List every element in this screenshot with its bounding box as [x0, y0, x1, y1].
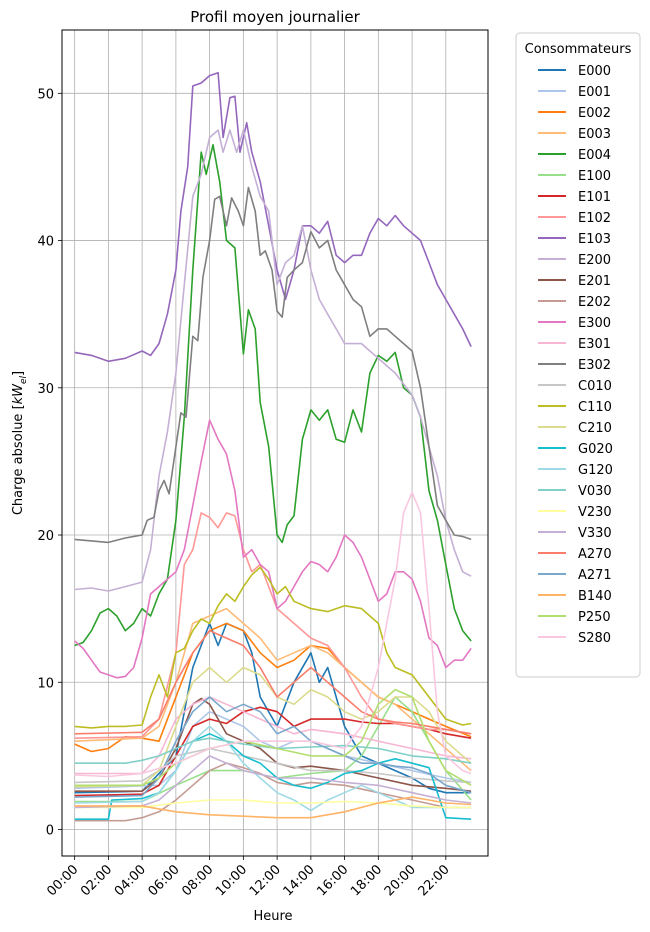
legend-label: S280: [578, 631, 611, 646]
legend-label: V230: [578, 505, 612, 520]
x-axis-title: Heure: [253, 909, 292, 924]
plot-frame: [61, 29, 489, 857]
series-line-e004: [74, 144, 472, 647]
legend-label: E201: [578, 274, 611, 289]
series-line-a271: [74, 696, 472, 798]
legend-label: E001: [578, 85, 611, 100]
series-line-e102: [74, 512, 472, 739]
y-axis-title-main: Charge absolue [: [11, 404, 26, 515]
legend-label: E300: [578, 316, 611, 331]
legend-label: C110: [578, 400, 612, 415]
series-line-c110: [74, 566, 472, 729]
series-line-e302: [74, 186, 472, 544]
legend-frame: [515, 32, 641, 678]
legend-label: E003: [578, 127, 611, 142]
legend-label: E302: [578, 358, 611, 373]
series-line-b140: [74, 796, 472, 819]
y-axis-title-unit: kW: [11, 383, 26, 405]
series-line-e003: [74, 607, 472, 772]
series-line-e301: [74, 696, 472, 775]
legend-label: V030: [578, 484, 612, 499]
legend-label: C010: [578, 379, 612, 394]
chart-title: Profil moyen journalier: [190, 8, 360, 26]
legend-label: V330: [578, 526, 612, 541]
legend-label: E100: [578, 169, 611, 184]
legend-label: G020: [578, 442, 613, 457]
y-axis-title-subscript: el: [19, 375, 29, 384]
y-axis: 0 10 20 30 40 50: [37, 87, 62, 838]
legend-label: E004: [578, 148, 611, 163]
y-tick-label: 20: [37, 529, 54, 544]
y-tick-label: 40: [37, 235, 54, 250]
legend-label: C210: [578, 421, 612, 436]
y-axis-title: Charge absolue [kWel]: [11, 371, 29, 515]
legend-label: A270: [578, 547, 612, 562]
y-tick-label: 50: [37, 87, 54, 102]
series-line-v230: [74, 799, 472, 809]
series-line-s280: [74, 491, 472, 778]
legend: Consommateurs E000 E001 E002 E003 E004 E100 E1…: [515, 32, 641, 678]
legend-title: Consommateurs: [525, 42, 632, 57]
legend-label: E200: [578, 253, 611, 268]
series-line-p250: [74, 688, 472, 787]
y-axis-title-end: ]: [11, 371, 26, 376]
series-line-e200: [74, 129, 472, 592]
y-tick-label: 10: [37, 676, 54, 691]
legend-label: E102: [578, 211, 611, 226]
series-line-e103: [74, 71, 472, 363]
legend-label: G120: [578, 463, 613, 478]
legend-label: E103: [578, 232, 611, 247]
plot-area: [74, 71, 472, 822]
series-line-e300: [74, 419, 472, 679]
series-line-v330: [74, 755, 472, 809]
legend-items: E000 E001 E002 E003 E004 E100 E101 E102 E103 E200…: [538, 64, 613, 646]
legend-label: A271: [578, 568, 612, 583]
legend-label: E101: [578, 190, 611, 205]
legend-label: B140: [578, 589, 612, 604]
series-line-a270: [74, 629, 472, 735]
series-line-c210: [74, 666, 472, 788]
legend-label: E000: [578, 64, 611, 79]
legend-label: E301: [578, 337, 611, 352]
y-tick-label: 0: [46, 823, 54, 838]
legend-label: E002: [578, 106, 611, 121]
series-lines: [74, 71, 472, 822]
legend-label: P250: [578, 610, 611, 625]
y-tick-label: 30: [37, 382, 54, 397]
legend-label: E202: [578, 295, 611, 310]
series-line-g120: [74, 725, 472, 812]
